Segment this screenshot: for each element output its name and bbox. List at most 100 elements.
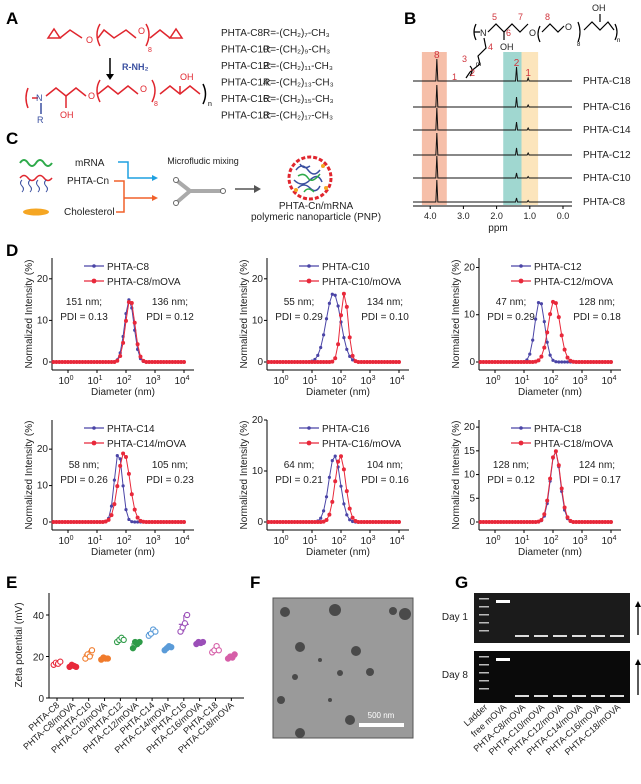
dls-point	[155, 360, 160, 364]
free-band	[591, 635, 605, 637]
dls-point	[542, 512, 547, 517]
dls-point	[304, 360, 309, 364]
dls-point	[382, 360, 387, 364]
x-tick-label: 101	[514, 535, 529, 547]
r-group-formula: R=-(CH₂)₉-CH₃	[263, 45, 330, 56]
dls-point	[559, 333, 564, 338]
x-tick-exponent: 3	[157, 535, 161, 542]
x-tick-exponent: 4	[401, 535, 405, 542]
x-tick-label: 100	[485, 375, 500, 387]
dls-point	[519, 520, 524, 524]
size-annotation: 124 nm;	[579, 460, 615, 471]
dls-point	[158, 360, 163, 364]
nanoparticle	[329, 604, 341, 616]
dls-point	[106, 517, 111, 522]
dls-point	[545, 340, 549, 344]
x-tick-label: 102	[331, 375, 346, 387]
polymer-o1: O	[88, 91, 95, 101]
dls-point	[345, 347, 349, 351]
x-tick-label: 100	[273, 535, 288, 547]
y-tick-label: 10	[37, 481, 49, 492]
dls-point	[562, 505, 567, 510]
dls-point	[490, 360, 495, 364]
dls-point	[89, 520, 94, 524]
dls-point	[281, 520, 285, 524]
y-tick-label: 20	[464, 262, 476, 273]
pdi-annotation: PDI = 0.26	[60, 475, 108, 486]
dls-point	[109, 504, 114, 508]
panel-label-b: B	[404, 9, 416, 28]
panel-label-g: G	[455, 573, 468, 592]
dls-point	[51, 360, 56, 364]
dls-point	[551, 358, 555, 362]
ladder-band	[479, 598, 489, 600]
dls-point	[551, 455, 555, 460]
dls-point	[490, 520, 495, 524]
dls-point	[606, 520, 611, 524]
dls-point	[301, 520, 306, 524]
dls-point	[316, 353, 320, 357]
dls-point	[585, 360, 590, 364]
dls-point	[609, 520, 613, 524]
legend-marker	[518, 278, 524, 284]
dls-point	[394, 360, 399, 364]
x-tick-label: 103	[360, 535, 375, 547]
r-group-name: PHTA-C8:	[221, 28, 266, 39]
monomer-repeat: 8	[148, 47, 152, 54]
dls-point	[582, 520, 587, 524]
free-band	[610, 695, 624, 697]
nmr-structure	[465, 14, 618, 79]
x-tick-exponent: 1	[314, 375, 318, 382]
dls-point	[356, 520, 361, 524]
dls-point	[527, 520, 532, 524]
zeta-point	[86, 653, 93, 660]
x-tick-label: 103	[360, 375, 375, 387]
dls-point	[603, 360, 608, 364]
legend-marker	[306, 440, 312, 446]
nanoparticle	[277, 696, 285, 704]
dls-point	[487, 520, 492, 524]
monomer-o1: O	[86, 35, 93, 45]
dls-point	[57, 520, 62, 524]
panel-label-d: D	[6, 241, 18, 260]
microfluidic-chip-icon	[173, 177, 226, 206]
nmr-spectrum-label: PHTA-C12	[583, 150, 631, 161]
dls-point	[97, 360, 102, 364]
size-annotation: 47 nm;	[496, 297, 527, 308]
dls-point	[556, 463, 561, 468]
zeta-point	[183, 611, 191, 619]
legend-marker	[307, 264, 311, 268]
dls-point	[344, 489, 349, 494]
pdi-annotation: PDI = 0.21	[275, 475, 323, 486]
product-name: PHTA-Cn/mRNA	[279, 201, 354, 212]
dls-point	[536, 358, 541, 363]
reagent-label: R-NH₂	[122, 62, 149, 72]
nmr-struct-o1: O	[529, 28, 536, 38]
dls-point	[304, 520, 309, 524]
dls-point	[327, 475, 331, 480]
gel-day-label: Day 1	[442, 612, 469, 623]
x-tick-exponent: 1	[99, 535, 103, 542]
x-tick-label: 100	[485, 535, 500, 547]
legend-label: PHTA-C14	[107, 424, 155, 435]
dls-point	[333, 356, 338, 361]
dls-point	[493, 360, 497, 364]
zeta-point	[231, 651, 238, 658]
dls-point	[292, 360, 297, 364]
dls-point	[571, 359, 576, 364]
y-tick-label: 20	[464, 422, 476, 433]
x-tick-exponent: 3	[372, 535, 376, 542]
y-tick-label: 5	[469, 493, 475, 504]
nanoparticle	[389, 607, 397, 615]
ladder-band	[479, 614, 489, 616]
nmr-spectrum-trace	[413, 179, 572, 203]
ladder-band	[479, 664, 489, 666]
dls-point	[161, 520, 166, 524]
free-band	[591, 695, 605, 697]
dls-point	[565, 515, 570, 520]
legend-marker	[519, 264, 523, 268]
size-annotation: 105 nm;	[152, 460, 188, 471]
